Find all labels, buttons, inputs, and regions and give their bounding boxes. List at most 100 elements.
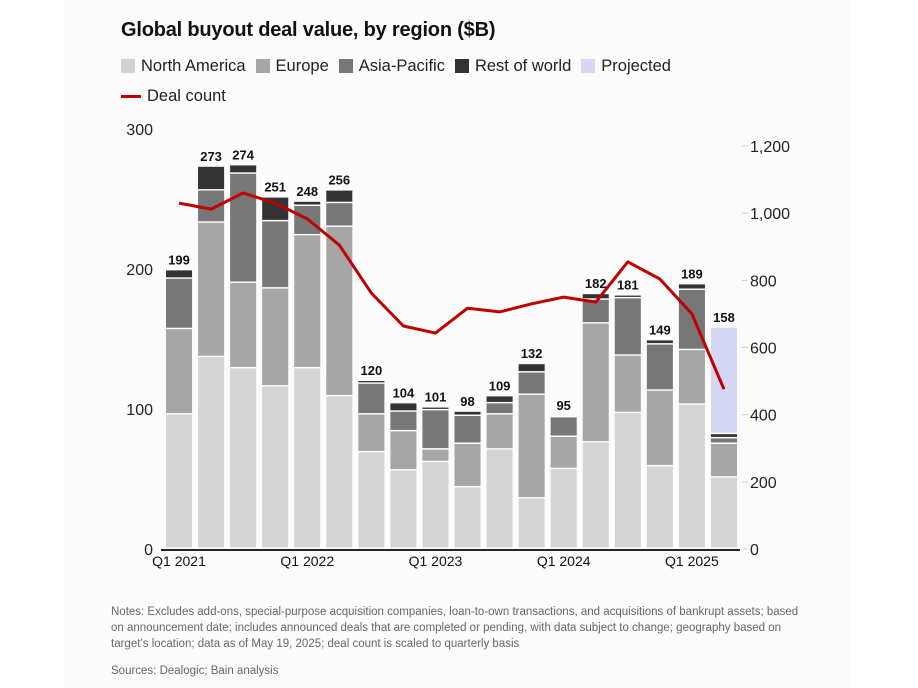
bar-total-label: 274 [232,147,254,162]
bar-segment-north-america [262,386,289,548]
bar-stack [486,396,513,548]
x-axis-tick-label: Q1 2024 [537,553,591,569]
bar-total-label: 104 [393,385,415,400]
left-axis: 0 100 200 300 [126,122,153,559]
bar-segment-north-america [710,477,737,548]
right-axis-tick-label: 0 [750,542,759,559]
bar-segment-europe [614,355,641,412]
bar-segment-europe [678,350,705,404]
legend-item-asia-pacific: Asia-Pacific [338,57,445,76]
bar-segment-north-america [454,487,481,548]
bar-segment-asia-pacific [550,417,577,436]
bar-total-label: 95 [556,398,570,413]
bar-total-label: 109 [489,378,511,393]
bar-stack [550,417,577,548]
bar-segment-asia-pacific [390,411,417,430]
bar-segment-asia-pacific [326,203,353,226]
right-axis-tick-label: 1,000 [750,206,790,223]
bar-segment-europe [166,329,193,414]
bar-total-label: 181 [617,278,639,293]
bar-segment-rest-of-world [230,165,257,173]
bar-segment-north-america [582,442,609,548]
bar-total-label: 248 [296,184,318,199]
bar-segment-north-america [646,466,673,548]
bar-total-label: 149 [649,322,671,337]
bar-segment-asia-pacific [454,416,481,443]
legend-item-europe: Europe [255,56,329,76]
legend-label: Projected [601,56,671,75]
bar-segment-rest-of-world [614,295,641,297]
bar-segment-asia-pacific [678,290,705,349]
bar-stack [678,284,705,548]
bar-stack [230,165,257,548]
bar-segment-europe [326,227,353,395]
bar-segment-europe [422,449,449,461]
legend-swatch-europe [255,59,270,73]
bar-total-label: 101 [425,390,447,405]
bar-segment-rest-of-world [454,411,481,415]
legend-item-projected: Projected [581,57,671,76]
bar-segment-rest-of-world [166,270,193,278]
legend-label: Europe [275,56,329,75]
bar-total-label: 251 [264,180,286,195]
x-axis-tick-label: Q1 2021 [152,553,206,569]
bar-segment-asia-pacific [710,438,737,443]
x-axis-tick-label: Q1 2025 [665,553,719,569]
deal-count-line-group [178,191,726,390]
bar-segment-rest-of-world [710,434,737,437]
bar-segment-rest-of-world [646,340,673,344]
bar-segment-europe [486,414,513,449]
legend-label: Rest of world [474,56,572,75]
right-axis-tick-label: 1,200 [750,139,790,156]
bar-segment-north-america [486,449,513,548]
x-axis-tick-label: Q1 2022 [280,553,334,569]
right-axis-tick-label: 200 [750,475,777,492]
bar-segment-north-america [166,414,193,548]
left-axis-tick-label: 0 [144,542,153,559]
bar-total-label: 98 [460,394,474,409]
bar-segment-north-america [518,498,545,548]
bar-segment-europe [358,414,385,451]
bar-segment-asia-pacific [422,410,449,449]
bar-segment-north-america [198,357,225,548]
bar-segment-asia-pacific [166,278,193,328]
bar-total-label: 182 [585,276,607,291]
bar-stack [614,295,641,548]
bar-segment-north-america [230,368,257,548]
bar-segment-rest-of-world [678,284,705,289]
bar-stack [422,407,449,548]
bar-segment-rest-of-world [262,197,289,220]
right-axis: 0 200 400 600 800 1,000 1,200 [742,139,790,559]
bar-segment-rest-of-world [294,201,321,205]
bar-segment-europe [710,444,737,477]
left-axis-tick-label: 200 [126,262,153,279]
bar-stack [166,270,193,548]
bar-stack [710,327,737,548]
bar-segment-europe [518,395,545,498]
notes: Notes: Excludes add-ons, special-purpose… [111,606,799,650]
bar-total-label: 273 [200,149,222,164]
bar-stack [454,411,481,548]
bar-total-label: 158 [713,310,735,325]
bar-total-label: 189 [681,266,703,281]
bar-segment-north-america [550,469,577,548]
bar-stack [518,364,545,548]
bar-segment-asia-pacific [486,403,513,414]
bars [166,165,737,548]
bar-segment-rest-of-world [582,294,609,299]
legend-swatch-asia-pacific [338,59,353,73]
bar-segment-asia-pacific [646,344,673,390]
bar-stack [198,166,225,548]
legend-swatch-rest-of-world [454,59,469,73]
bar-segment-rest-of-world [518,364,545,372]
bar-segment-rest-of-world [390,403,417,411]
bar-segment-rest-of-world [486,396,513,402]
bar-segment-europe [646,390,673,465]
bar-segment-asia-pacific [262,221,289,288]
bar-stack [646,340,673,548]
bar-stack [390,403,417,548]
bar-segment-europe [390,431,417,470]
legend-row-line: Deal count [121,86,741,106]
bar-stack [582,294,609,548]
legend-item-north-america: North America [121,57,246,76]
